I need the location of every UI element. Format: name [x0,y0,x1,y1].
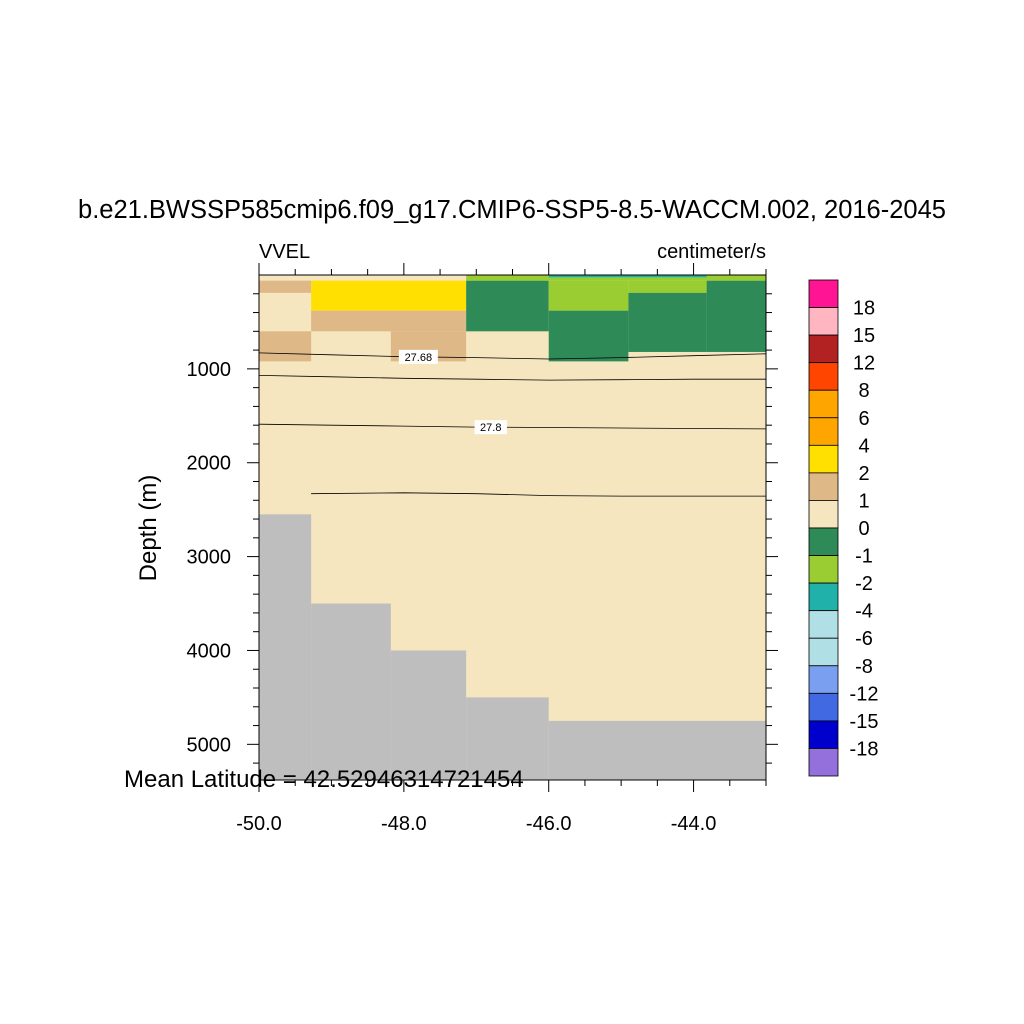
colorbar-swatch [808,665,839,694]
contour-line [258,375,766,381]
colorbar-swatch [808,362,839,391]
x-tick-label: -50.0 [236,813,282,835]
land-mask-cell [390,650,467,780]
colorbar-swatch [808,307,839,336]
colorbar-label: 1 [858,490,869,512]
contour-label: 27.68 [405,352,433,364]
colorbar-swatch [808,692,839,722]
velocity-cell [706,280,766,352]
colorbar-label: 15 [853,325,875,347]
velocity-cell [259,331,312,362]
units-label: centimeter/s [657,241,766,263]
y-tick-label: 4000 [187,640,232,662]
velocity-cell [548,275,707,278]
colorbar-label: -6 [855,628,873,650]
colorbar-label: -2 [855,573,873,595]
velocity-cell [466,280,549,332]
colorbar-label: -18 [850,738,879,760]
colorbar-swatch [808,720,839,749]
y-tick-label: 5000 [187,734,232,756]
colorbar-swatch [808,417,839,446]
land-mask-cell [311,603,391,780]
colorbar-swatch [808,582,839,612]
colorbar-label: -1 [855,546,873,568]
colorbar-label: 2 [858,463,869,485]
y-tick-label: 1000 [187,359,232,381]
colorbar-swatch [808,279,839,308]
velocity-cell [628,280,707,293]
colorbar-swatch [808,444,839,474]
colorbar: 18 15 12 8 6 4 2 1 0 -1 -2 -4 -6 -8 -12 -15 -18 [808,279,879,777]
variable-name: VVEL [259,241,310,263]
velocity-cell [466,275,766,281]
y-axis-label: Depth (m) [135,475,162,582]
colorbar-swatch [808,555,839,584]
land-mask-cell [259,514,312,780]
colorbar-label: 0 [858,518,869,540]
y-tick-label: 3000 [187,547,232,569]
colorbar-swatch [808,472,839,501]
contour-line [311,492,766,497]
colorbar-label: 18 [853,298,875,320]
colorbar-swatch [808,610,839,639]
velocity-cell [259,280,312,293]
x-tick-label: -44.0 [671,813,717,835]
colorbar-swatch [808,389,839,419]
mean-latitude-text: Mean Latitude = 42.52946314721454 [124,766,524,793]
y-tick-label: 2000 [187,453,232,475]
colorbar-swatch [808,527,839,556]
colorbar-label: 12 [853,353,875,375]
contour-line [258,352,767,360]
colorbar-label: 6 [858,408,869,430]
velocity-cell [628,292,707,352]
velocity-cell [311,280,467,311]
colorbar-swatch [808,637,839,667]
chart-title: b.e21.BWSSP585cmip6.f09_g17.CMIP6-SSP5-8… [78,196,946,224]
colorbar-label: -8 [855,656,873,678]
colorbar-label: -15 [850,711,879,733]
x-tick-label: -48.0 [381,813,427,835]
velocity-cell [548,310,629,362]
land-mask-cell [466,697,549,780]
colorbar-swatch [808,500,839,529]
contour-label: 27.8 [480,422,501,434]
colorbar-label: 8 [858,380,869,402]
contour-label-box [474,420,507,435]
colorbar-swatch [808,334,839,364]
colorbar-label: -4 [855,601,873,623]
contour-label-box [398,349,438,364]
plot-cells [259,275,766,780]
velocity-cell [548,280,629,311]
velocity-cell [311,310,467,332]
land-mask-cell [548,720,766,780]
x-tick-label: -46.0 [526,813,572,835]
plot-axes: -50.0 -48.0 -46.0 -44.0 1000 2000 3000 4000 5000 [187,263,778,835]
colorbar-label: 4 [858,435,869,457]
colorbar-label: -12 [850,683,879,705]
colorbar-swatch [808,748,839,777]
contour-line [258,423,767,430]
density-contours: 27.68 27.8 [258,349,767,497]
